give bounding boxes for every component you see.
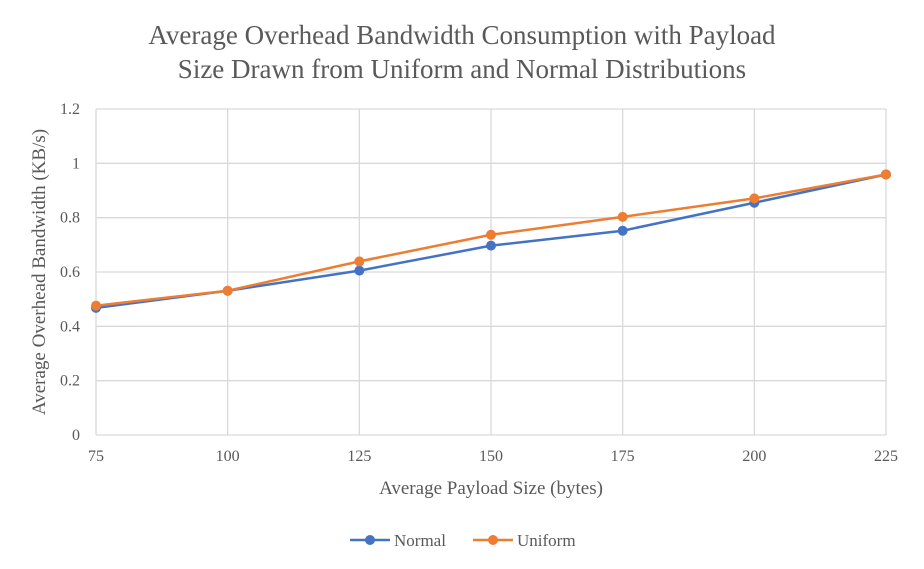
x-tick-label: 125	[347, 448, 371, 465]
y-tick-label: 0.8	[60, 210, 80, 227]
x-tick-label: 200	[742, 448, 766, 465]
normal-data-point	[617, 225, 628, 236]
x-tick-label: 75	[88, 448, 104, 465]
legend: Normal Uniform	[350, 531, 576, 550]
y-tick-label: 0	[72, 427, 80, 444]
normal-data-point	[486, 240, 496, 251]
uniform-legend-label: Uniform	[517, 531, 576, 550]
uniform-data-point	[486, 229, 496, 240]
y-tick-label: 1.2	[60, 101, 80, 118]
x-axis-label: Average Payload Size (bytes)	[379, 478, 603, 499]
x-tick-label: 100	[216, 448, 240, 465]
y-tick-label: 0.6	[60, 264, 80, 281]
uniform-data-point	[354, 256, 365, 267]
y-tick-label: 0.4	[60, 318, 80, 335]
normal-legend-marker	[365, 535, 375, 545]
y-tick-label: 1	[72, 155, 80, 172]
uniform-data-point	[222, 285, 233, 296]
x-tick-label: 225	[874, 448, 898, 465]
y-tick-labels: 0 0.2 0.4 0.6 0.8 1 1.2	[60, 101, 80, 444]
uniform-legend-marker	[488, 535, 498, 545]
chart-title-line-2: Size Drawn from Uniform and Normal Distr…	[177, 54, 747, 84]
uniform-data-point	[749, 193, 760, 204]
chart-title-line-1: Average Overhead Bandwidth Consumption w…	[148, 20, 776, 50]
x-tick-label: 175	[611, 448, 635, 465]
uniform-data-point	[617, 211, 628, 222]
uniform-data-point	[91, 300, 101, 311]
normal-legend-label: Normal	[394, 531, 446, 550]
series-lines	[91, 169, 891, 313]
x-tick-label: 150	[479, 448, 503, 465]
y-axis-label: Average Overhead Bandwidth (KB/s)	[29, 129, 50, 415]
uniform-data-point	[881, 169, 891, 180]
x-tick-labels: 75 100 125 150 175 200 225	[88, 448, 898, 465]
gridlines	[95, 108, 887, 436]
normal-data-point	[354, 265, 365, 276]
y-tick-label: 0.2	[60, 373, 80, 390]
